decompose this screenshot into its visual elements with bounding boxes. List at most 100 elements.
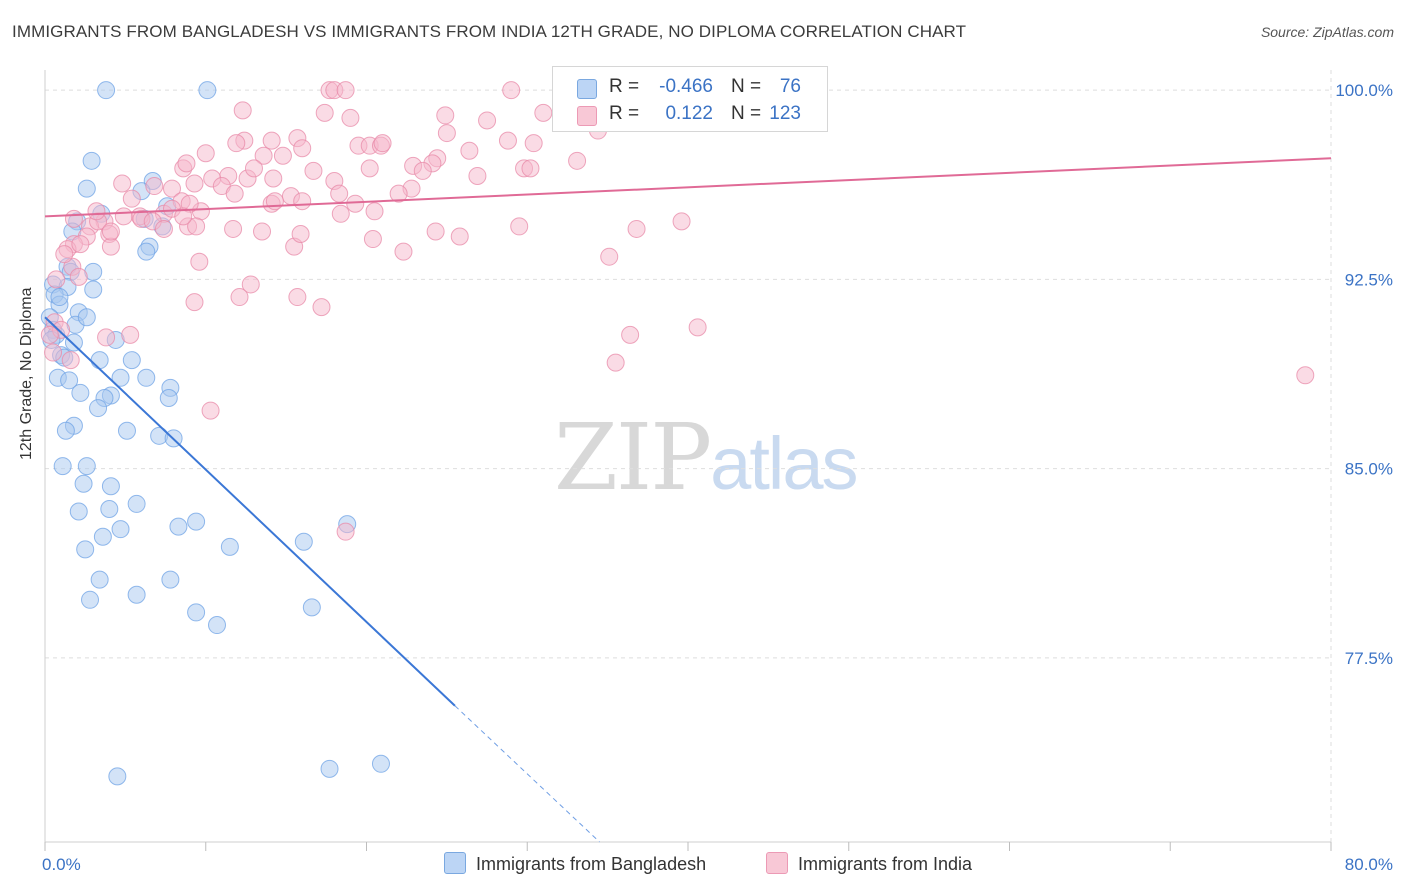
- data-point: [498, 131, 517, 150]
- data-point: [101, 477, 120, 496]
- bottom-legend-india[interactable]: Immigrants from India: [766, 852, 972, 875]
- trend-lines: [44, 157, 1332, 843]
- data-point: [413, 161, 432, 180]
- data-point: [122, 351, 141, 370]
- data-point: [478, 111, 497, 130]
- legend-swatch-india: [766, 852, 788, 874]
- data-point: [108, 767, 127, 786]
- data-point: [254, 146, 273, 165]
- trend-line: [44, 316, 456, 707]
- data-point: [621, 325, 640, 344]
- legend-swatch-bangladesh: [577, 79, 597, 99]
- data-point: [69, 502, 88, 521]
- data-point: [69, 267, 88, 286]
- data-point: [1296, 366, 1315, 385]
- data-point: [174, 207, 193, 226]
- data-point: [117, 421, 136, 440]
- data-point: [101, 222, 120, 241]
- data-point: [264, 169, 283, 188]
- legend-row-india: R = 0.122 N = 123: [553, 101, 827, 129]
- data-point: [273, 146, 292, 165]
- legend-r-value: -0.466: [659, 76, 713, 97]
- x-tick-label: 0.0%: [42, 855, 81, 874]
- trend-line-extension: [454, 705, 600, 843]
- legend-label-india: Immigrants from India: [798, 854, 973, 874]
- y-tick-label: 85.0%: [1345, 460, 1393, 479]
- y-tick-label: 92.5%: [1345, 270, 1393, 289]
- watermark-zip: ZIP: [554, 404, 712, 511]
- data-point: [76, 540, 95, 559]
- data-point: [187, 512, 206, 531]
- source-credit: Source: ZipAtlas.com: [1260, 24, 1394, 40]
- data-point: [44, 343, 63, 362]
- data-point: [111, 520, 130, 539]
- data-point: [77, 179, 96, 198]
- data-point: [341, 108, 360, 127]
- data-point: [233, 101, 252, 120]
- data-point: [101, 237, 120, 256]
- data-point: [53, 457, 72, 476]
- data-point: [330, 184, 349, 203]
- data-point: [196, 144, 215, 163]
- data-point: [394, 242, 413, 261]
- data-point: [627, 219, 646, 238]
- data-point: [87, 202, 106, 221]
- legend-n-label: N =: [731, 76, 762, 97]
- data-point: [291, 224, 310, 243]
- watermark: ZIPatlas: [554, 404, 858, 511]
- data-point: [436, 106, 455, 125]
- data-point: [360, 159, 379, 178]
- data-point: [145, 177, 164, 196]
- data-point: [371, 754, 390, 773]
- data-point: [262, 131, 281, 150]
- watermark-atlas: atlas: [710, 422, 858, 505]
- x-tick-label: 80.0%: [1345, 855, 1393, 874]
- data-point: [294, 532, 313, 551]
- data-point: [365, 202, 384, 221]
- data-point: [60, 371, 79, 390]
- data-point: [50, 288, 69, 307]
- data-point: [187, 217, 206, 236]
- chart-title: IMMIGRANTS FROM BANGLADESH VS IMMIGRANTS…: [12, 22, 967, 41]
- data-point: [159, 388, 178, 407]
- data-point: [71, 383, 90, 402]
- data-point: [346, 194, 365, 213]
- data-point: [121, 325, 140, 344]
- data-point: [55, 245, 74, 264]
- legend-n-label: N =: [731, 103, 762, 124]
- data-point: [288, 288, 307, 307]
- data-point: [111, 368, 130, 387]
- correlation-legend: R = -0.466 N = 76 R = 0.122 N = 123: [552, 66, 828, 132]
- data-point: [185, 293, 204, 312]
- data-point: [201, 401, 220, 420]
- data-point: [220, 537, 239, 556]
- data-point: [89, 399, 108, 418]
- legend-row-bangladesh: R = -0.466 N = 76: [553, 74, 827, 102]
- bottom-legend-bangladesh[interactable]: Immigrants from Bangladesh: [444, 852, 706, 875]
- data-point: [373, 134, 392, 153]
- data-point: [64, 209, 83, 228]
- data-point: [61, 351, 80, 370]
- tick-labels: 100.0% 92.5% 85.0% 77.5% 0.0% 80.0%: [42, 81, 1393, 874]
- data-point: [336, 81, 355, 100]
- data-point: [127, 494, 146, 513]
- legend-r-label: R =: [609, 76, 640, 97]
- data-point: [97, 81, 116, 100]
- data-point: [81, 590, 100, 609]
- y-tick-label: 77.5%: [1345, 649, 1393, 668]
- data-points: [40, 81, 1315, 786]
- data-point: [437, 124, 456, 143]
- data-point: [208, 616, 227, 635]
- y-axis-label: 12th Grade, No Diploma: [18, 287, 35, 460]
- legend-n-value: 123: [769, 103, 801, 124]
- legend-swatch-bangladesh: [444, 852, 466, 874]
- data-point: [227, 134, 246, 153]
- data-point: [100, 499, 119, 518]
- data-point: [241, 275, 260, 294]
- data-point: [47, 270, 66, 289]
- data-point: [521, 159, 540, 178]
- data-point: [450, 227, 469, 246]
- data-point: [113, 174, 132, 193]
- legend-label-bangladesh: Immigrants from Bangladesh: [476, 854, 707, 874]
- data-point: [293, 192, 312, 211]
